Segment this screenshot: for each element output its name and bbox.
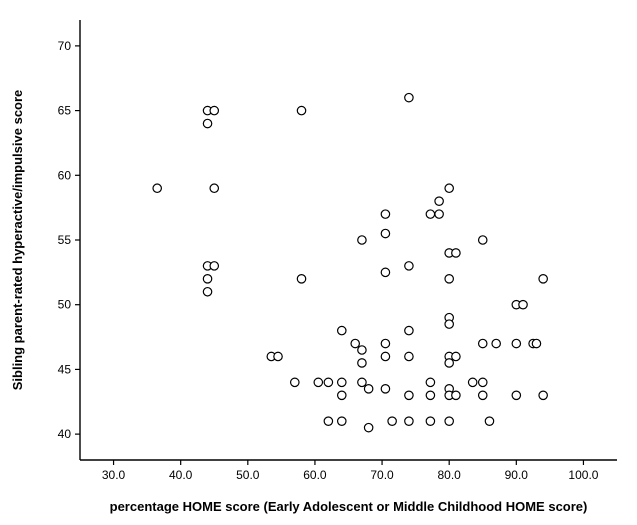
y-tick-label: 55 xyxy=(58,233,72,247)
data-point xyxy=(405,352,413,360)
x-tick-label: 40.0 xyxy=(169,468,193,482)
data-point xyxy=(492,339,500,347)
data-point xyxy=(358,236,366,244)
x-tick-label: 70.0 xyxy=(370,468,394,482)
data-point xyxy=(405,391,413,399)
data-point xyxy=(426,391,434,399)
data-point xyxy=(479,339,487,347)
data-point xyxy=(468,378,476,386)
data-point xyxy=(203,275,211,283)
data-point xyxy=(338,417,346,425)
data-point xyxy=(445,417,453,425)
y-tick-label: 70 xyxy=(58,39,72,53)
data-point xyxy=(297,275,305,283)
data-point xyxy=(452,352,460,360)
data-point xyxy=(445,359,453,367)
data-point xyxy=(426,210,434,218)
data-point xyxy=(324,378,332,386)
y-axis-label: Sibling parent-rated hyperactive/impulsi… xyxy=(10,90,25,391)
data-point xyxy=(485,417,493,425)
data-point xyxy=(358,359,366,367)
data-point xyxy=(452,391,460,399)
scatter-chart: 30.0 40.0 50.0 60.0 70.0 80.0 90.0 100.0 40 45 50 5… xyxy=(0,0,637,525)
data-point xyxy=(479,391,487,399)
data-point xyxy=(210,106,218,114)
data-point xyxy=(338,378,346,386)
y-tick-label: 50 xyxy=(58,298,72,312)
data-point xyxy=(452,249,460,257)
data-point xyxy=(203,119,211,127)
data-point xyxy=(274,352,282,360)
scatter-chart-svg: 30.0 40.0 50.0 60.0 70.0 80.0 90.0 100.0 40 45 50 5… xyxy=(0,0,637,525)
y-tick-label: 45 xyxy=(58,362,72,376)
data-point xyxy=(338,391,346,399)
data-point xyxy=(291,378,299,386)
data-point xyxy=(532,339,540,347)
data-point xyxy=(512,391,520,399)
data-point xyxy=(381,229,389,237)
data-point xyxy=(297,106,305,114)
data-point xyxy=(364,385,372,393)
data-point xyxy=(381,352,389,360)
data-point xyxy=(512,339,520,347)
data-point xyxy=(388,417,396,425)
x-tick-label: 100.0 xyxy=(568,468,598,482)
data-point xyxy=(405,93,413,101)
data-point xyxy=(479,378,487,386)
data-point xyxy=(539,391,547,399)
y-tick-label: 60 xyxy=(58,168,72,182)
data-point xyxy=(203,288,211,296)
data-point xyxy=(479,236,487,244)
data-point xyxy=(210,184,218,192)
data-point xyxy=(324,417,332,425)
data-point xyxy=(338,326,346,334)
data-point xyxy=(153,184,161,192)
data-point xyxy=(426,417,434,425)
data-point xyxy=(381,385,389,393)
data-point xyxy=(381,268,389,276)
data-point xyxy=(210,262,218,270)
data-point xyxy=(445,320,453,328)
chart-background xyxy=(0,0,637,525)
data-point xyxy=(426,378,434,386)
data-point xyxy=(405,262,413,270)
y-tick-label: 40 xyxy=(58,427,72,441)
data-point xyxy=(519,301,527,309)
data-point xyxy=(381,210,389,218)
data-point xyxy=(405,417,413,425)
data-point xyxy=(364,423,372,431)
data-point xyxy=(351,339,359,347)
data-point xyxy=(381,339,389,347)
data-point xyxy=(539,275,547,283)
data-point xyxy=(435,210,443,218)
data-point xyxy=(358,378,366,386)
x-tick-label: 30.0 xyxy=(102,468,126,482)
data-point xyxy=(435,197,443,205)
data-point xyxy=(358,346,366,354)
x-tick-label: 90.0 xyxy=(505,468,529,482)
data-point xyxy=(405,326,413,334)
y-tick-label: 65 xyxy=(58,104,72,118)
data-point xyxy=(314,378,322,386)
data-point xyxy=(445,184,453,192)
x-tick-label: 50.0 xyxy=(236,468,260,482)
x-tick-label: 60.0 xyxy=(303,468,327,482)
x-tick-label: 80.0 xyxy=(438,468,462,482)
data-point xyxy=(445,275,453,283)
x-axis-label: percentage HOME score (Early Adolescent … xyxy=(110,499,588,514)
